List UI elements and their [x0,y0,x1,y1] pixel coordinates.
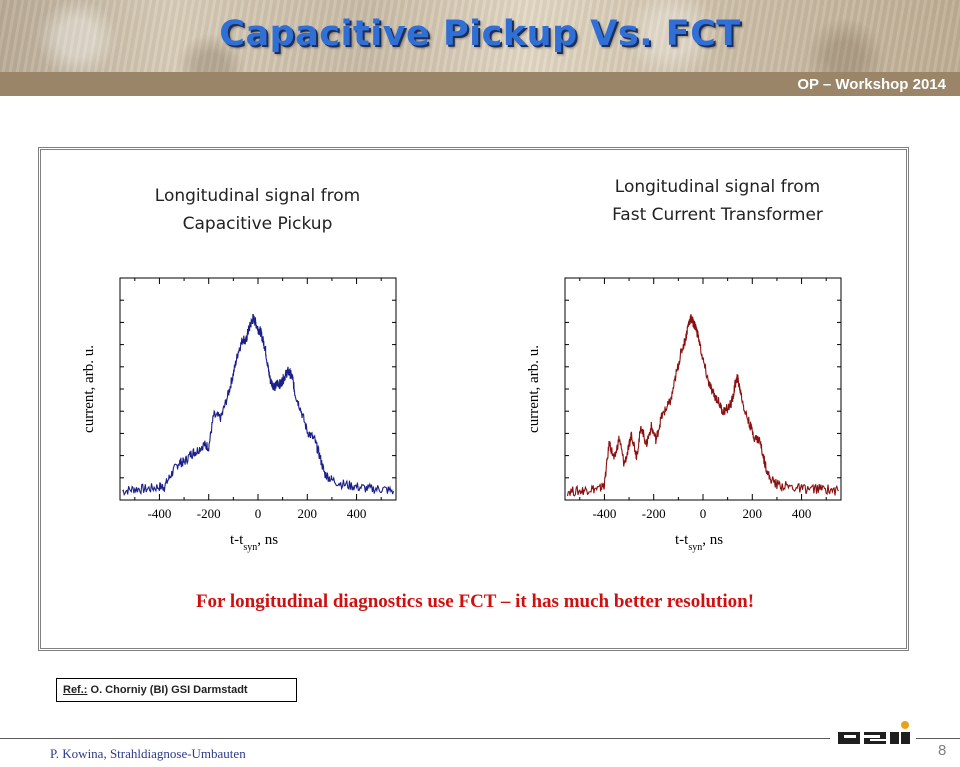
x-tick-label: 200 [743,506,763,521]
y-axis-label: current, arb. u. [81,345,97,433]
chart-left-caption: Longitudinal signal from Capacitive Pick… [110,182,405,238]
chart-right-caption-line1: Longitudinal signal from [614,177,821,197]
x-tick-label: 400 [347,506,367,521]
x-axis-label: t-tsyn, ns [675,532,723,553]
footer-divider-right [916,738,960,739]
x-tick-label: -400 [148,506,172,521]
content-panel [38,147,909,651]
chart-left-caption-line2: Capacitive Pickup [182,214,333,234]
signal-trace [122,313,395,497]
header-banner [0,0,960,96]
workshop-label: OP – Workshop 2014 [797,76,946,93]
slide-title: Capacitive Pickup Vs. FCT [219,14,741,54]
chart-right-caption: Longitudinal signal from Fast Current Tr… [560,173,875,229]
chart-right-caption-line2: Fast Current Transformer [612,205,823,225]
signal-trace [566,314,839,497]
x-tick-label: 0 [255,506,262,521]
x-tick-label: 200 [298,506,318,521]
x-tick-label: -400 [593,506,617,521]
chart-left-caption-line1: Longitudinal signal from [154,186,361,206]
reference-text: O. Chorniy (BI) GSI Darmstadt [87,684,248,696]
reference-label: Ref.: [63,684,88,696]
header-strip [0,72,960,96]
gsi-logo-mark [838,721,910,744]
plot-frame [119,277,397,501]
x-tick-label: -200 [197,506,221,521]
capacitive-pickup-chart: -400 -200 0 200 400 current, arb. u. t-tsyn, n… [81,277,397,553]
reference-box: Ref.: O. Chorniy (BI) GSI Darmstadt [56,678,297,702]
gsi-logo [838,721,910,744]
x-axis-label: t-tsyn, ns [230,532,278,553]
footer-author: P. Kowina, Strahldiagnose-Umbauten [50,746,246,761]
x-tick-label: 400 [792,506,812,521]
page-number: 8 [938,742,947,759]
x-tick-label: -200 [642,506,666,521]
footer-divider [0,738,830,739]
conclusion-text: For longitudinal diagnostics use FCT – i… [195,591,755,612]
x-tick-label: 0 [700,506,707,521]
y-axis-label: current, arb. u. [526,345,542,433]
fct-chart: -400 -200 0 200 400 current, arb. u. t-tsyn, n… [526,277,842,553]
